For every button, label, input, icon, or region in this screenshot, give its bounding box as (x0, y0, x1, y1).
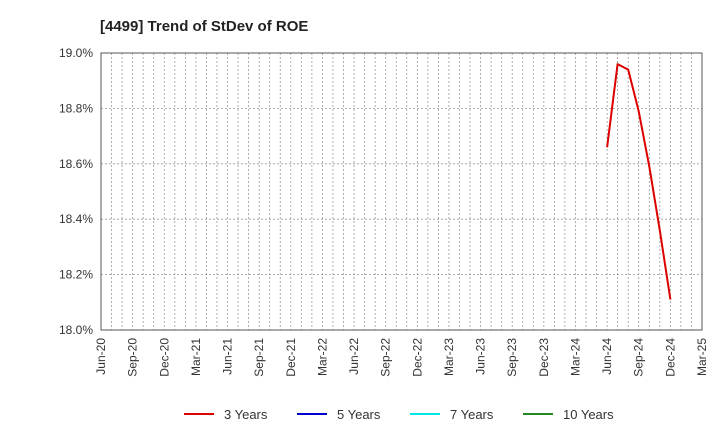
legend-label: 5 Years (337, 407, 381, 422)
x-tick-label: Jun-22 (347, 338, 361, 375)
x-tick-label: Sep-23 (505, 338, 519, 377)
x-tick-label: Jun-24 (600, 338, 614, 375)
y-tick-label: 18.4% (59, 212, 93, 226)
x-tick-label: Dec-22 (410, 338, 424, 377)
chart-title: [4499] Trend of StDev of ROE (100, 18, 308, 35)
x-tick-label: Mar-24 (568, 338, 582, 376)
y-tick-label: 18.6% (59, 157, 93, 171)
y-axis: 18.0% 18.2% 18.4% 18.6% 18.8% 19.0% (59, 46, 93, 337)
series-group (606, 63, 672, 300)
x-tick-label: Jun-21 (221, 338, 235, 375)
x-tick-label: Mar-21 (189, 338, 203, 376)
y-tick-label: 19.0% (59, 46, 93, 60)
series-line-3-years (606, 63, 672, 300)
x-tick-label: Jun-20 (94, 338, 108, 375)
x-tick-label: Dec-23 (537, 338, 551, 377)
y-tick-label: 18.0% (59, 323, 93, 337)
legend-label: 3 Years (224, 407, 268, 422)
legend: 3 Years 5 Years 7 Years 10 Years (184, 407, 614, 422)
grid (101, 53, 702, 330)
x-tick-label: Mar-25 (695, 338, 709, 376)
x-tick-label: Jun-23 (474, 338, 488, 375)
plot-area (100, 52, 703, 331)
x-tick-label: Dec-24 (663, 338, 677, 377)
x-tick-label: Mar-22 (315, 338, 329, 376)
x-tick-label: Sep-24 (632, 338, 646, 377)
x-axis: Jun-20 Sep-20 Dec-20 Mar-21 Jun-21 Sep-21 Dec-… (94, 338, 709, 377)
x-tick-label: Sep-22 (379, 338, 393, 377)
legend-label: 10 Years (563, 407, 614, 422)
legend-label: 7 Years (450, 407, 494, 422)
x-tick-label: Dec-21 (284, 338, 298, 377)
x-tick-label: Sep-20 (126, 338, 140, 377)
y-tick-label: 18.8% (59, 101, 93, 115)
y-tick-label: 18.2% (59, 268, 93, 282)
x-tick-label: Dec-20 (157, 338, 171, 377)
x-tick-label: Sep-21 (252, 338, 266, 377)
x-tick-label: Mar-23 (442, 338, 456, 376)
